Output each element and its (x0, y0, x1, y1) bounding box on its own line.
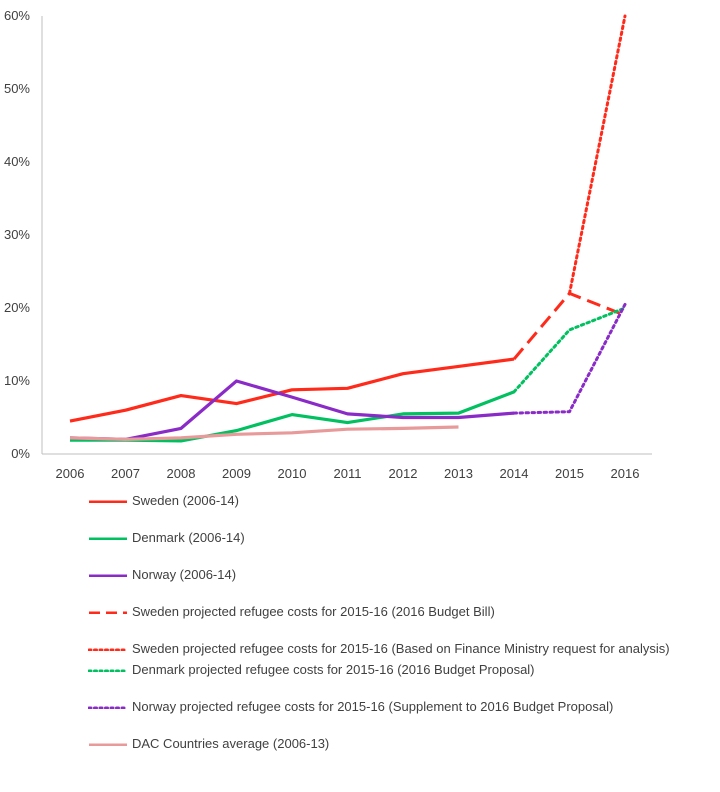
x-tick-label: 2008 (167, 466, 196, 481)
legend-item: Sweden projected refugee costs for 2015-… (88, 640, 688, 657)
x-tick-label: 2013 (444, 466, 473, 481)
x-tick-label: 2007 (111, 466, 140, 481)
chart-legend: Sweden (2006-14) Denmark (2006-14) Norway … (88, 492, 688, 752)
series-line-7 (512, 302, 627, 415)
legend-swatch (89, 500, 127, 503)
y-tick-label: 0% (11, 446, 30, 461)
series-line-6 (512, 306, 627, 394)
y-tick-label: 50% (4, 81, 30, 96)
legend-swatch (89, 743, 127, 746)
legend-label: Denmark (2006-14) (132, 530, 245, 545)
legend-item: Denmark projected refugee costs for 2015… (88, 661, 688, 678)
y-tick-label: 20% (4, 300, 30, 315)
series-line-3 (69, 379, 515, 441)
legend-swatch (88, 648, 128, 651)
chart-axes: 0% 10% 20% 30% 40% 50% 60% 2006 2007 2008 2009 2010… (4, 8, 652, 481)
legend-swatch (89, 537, 127, 540)
legend-item: Norway projected refugee costs for 2015-… (88, 698, 688, 715)
legend-swatch (89, 574, 127, 577)
x-tick-label: 2015 (555, 466, 584, 481)
x-tick-label: 2016 (611, 466, 640, 481)
series-layer (69, 14, 627, 443)
x-tick-label: 2011 (334, 466, 362, 481)
series-line-1 (69, 357, 515, 423)
legend-label: Norway projected refugee costs for 2015-… (132, 699, 614, 714)
legend-item: DAC Countries average (2006-13) (88, 735, 688, 752)
line-chart: 0% 10% 20% 30% 40% 50% 60% 2006 2007 2008 2009 2010… (4, 8, 652, 481)
legend-label: Sweden projected refugee costs for 2015-… (132, 641, 670, 656)
legend-swatch (88, 706, 128, 709)
y-tick-label: 40% (4, 154, 30, 169)
x-tick-label: 2014 (500, 466, 529, 481)
y-tick-label: 30% (4, 227, 30, 242)
legend-label: Sweden (2006-14) (132, 493, 239, 508)
series-line-5 (568, 14, 627, 295)
x-tick-label: 2009 (222, 466, 251, 481)
legend-swatch (89, 611, 127, 614)
legend-label: Denmark projected refugee costs for 2015… (132, 662, 535, 677)
x-tick-label: 2006 (56, 466, 85, 481)
series-line-8 (69, 425, 459, 441)
x-tick-label: 2012 (389, 466, 418, 481)
series-line-4 (512, 291, 626, 361)
legend-label: DAC Countries average (2006-13) (132, 736, 330, 751)
legend-label: Sweden projected refugee costs for 2015-… (132, 604, 495, 619)
x-tick-label: 2010 (278, 466, 307, 481)
legend-label: Norway (2006-14) (132, 567, 237, 582)
legend-item: Norway (2006-14) (88, 566, 688, 583)
legend-swatch (88, 669, 128, 672)
legend-item: Sweden (2006-14) (88, 492, 688, 509)
y-tick-label: 60% (4, 8, 30, 23)
y-tick-label: 10% (4, 373, 30, 388)
legend-item: Sweden projected refugee costs for 2015-… (88, 603, 688, 620)
legend-item: Denmark (2006-14) (88, 529, 688, 546)
